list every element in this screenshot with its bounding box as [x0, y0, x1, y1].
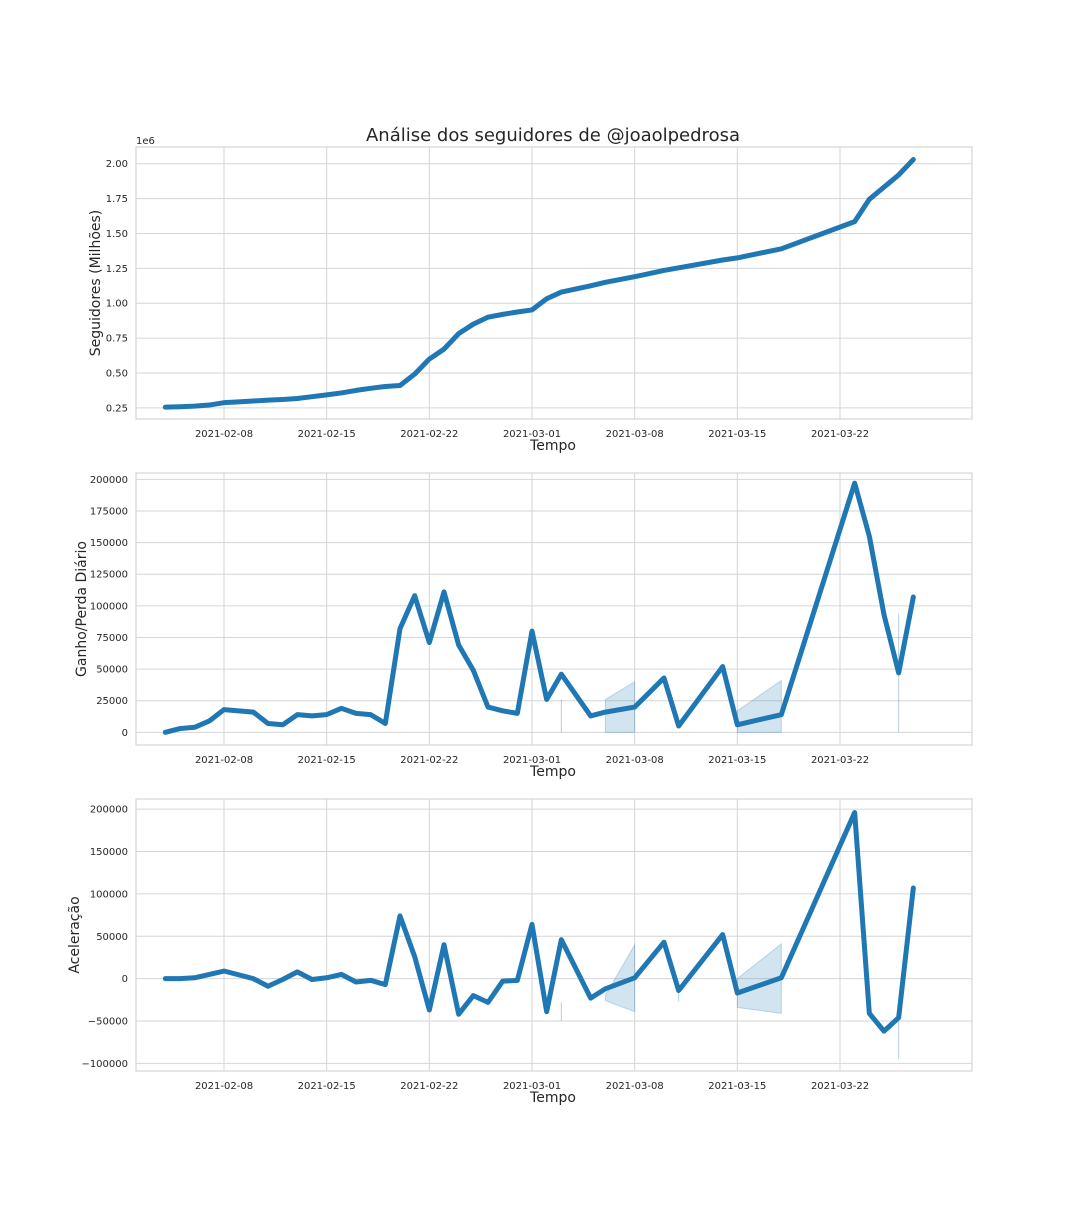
y-axis-label: Ganho/Perda Diário [74, 541, 90, 677]
series-line [162, 810, 916, 1034]
y-tick-label: 1.25 [106, 264, 128, 275]
y-tick-label: −50000 [88, 1017, 128, 1028]
y-tick-label: 0 [122, 728, 128, 739]
x-tick-label: 2021-02-15 [298, 1081, 356, 1092]
x-tick-label: 2021-02-08 [195, 755, 253, 766]
x-tick-label: 2021-03-01 [503, 755, 561, 766]
x-tick-label: 2021-03-01 [503, 429, 561, 440]
tick-labels: 2021-02-08 2021-02-15 2021-02-22 2021-03-01… [106, 159, 869, 440]
plot-frame [135, 472, 973, 746]
x-axis-label: Tempo [529, 438, 576, 454]
x-tick-label: 2021-03-01 [503, 1081, 561, 1092]
x-tick-label: 2021-02-15 [298, 755, 356, 766]
y-tick-label: 0.75 [106, 334, 128, 345]
y-tick-label: 1.00 [106, 299, 128, 310]
y-tick-label: 100000 [90, 601, 128, 612]
y-tick-label: 25000 [96, 696, 128, 707]
x-tick-label: 2021-02-15 [298, 429, 356, 440]
y-tick-label: 50000 [96, 665, 128, 676]
gridlines [136, 147, 972, 419]
y-tick-label: 0.25 [106, 403, 128, 414]
daily-gain-panel: 2021-02-08 2021-02-15 2021-02-22 2021-03-01… [74, 472, 973, 780]
y-tick-label: 150000 [90, 847, 128, 858]
y-tick-label: 100000 [90, 889, 128, 900]
x-tick-label: 2021-03-22 [811, 429, 869, 440]
tick-labels: 2021-02-08 2021-02-15 2021-02-22 2021-03-01… [90, 475, 869, 766]
x-tick-label: 2021-03-22 [811, 1081, 869, 1092]
y-tick-label: 200000 [90, 805, 128, 816]
plot-frame [135, 146, 973, 420]
y-tick-label: 150000 [90, 538, 128, 549]
y-tick-label: 200000 [90, 475, 128, 486]
acceleration-panel: 2021-02-08 2021-02-15 2021-02-22 2021-03-01… [67, 798, 973, 1106]
y-tick-label: 0 [122, 974, 128, 985]
x-tick-label: 2021-03-08 [606, 429, 664, 440]
y-tick-label: 1.50 [106, 229, 128, 240]
y-axis-label: Aceleração [67, 896, 83, 973]
y-tick-label: 175000 [90, 506, 128, 517]
x-tick-label: 2021-03-08 [606, 1081, 664, 1092]
y-tick-label: 0.50 [106, 368, 128, 379]
x-tick-label: 2021-03-08 [606, 755, 664, 766]
gridlines [136, 473, 972, 745]
y-offset-label: 1e6 [136, 136, 155, 147]
y-tick-label: 2.00 [106, 159, 128, 170]
x-tick-label: 2021-03-22 [811, 755, 869, 766]
x-tick-label: 2021-02-22 [400, 755, 458, 766]
x-tick-label: 2021-02-22 [400, 429, 458, 440]
confidence-band [736, 942, 782, 1014]
x-tick-label: 2021-02-22 [400, 1081, 458, 1092]
y-tick-label: 1.75 [106, 194, 128, 205]
series-lines [162, 157, 916, 410]
x-tick-label: 2021-02-08 [195, 429, 253, 440]
followers-panel: Análise dos seguidores de @joaolpedrosa … [88, 125, 973, 454]
x-axis-label: Tempo [529, 1090, 576, 1106]
y-tick-label: 125000 [90, 570, 128, 581]
x-tick-label: 2021-03-15 [708, 429, 766, 440]
series-lines [162, 810, 916, 1034]
y-tick-label: 50000 [96, 932, 128, 943]
x-tick-label: 2021-02-08 [195, 1081, 253, 1092]
tick-labels: 2021-02-08 2021-02-15 2021-02-22 2021-03-01… [81, 805, 869, 1092]
y-axis-label: Seguidores (Milhões) [88, 210, 104, 357]
plot-frame [135, 798, 973, 1072]
x-axis-label: Tempo [529, 764, 576, 780]
y-tick-label: −100000 [81, 1059, 128, 1070]
series-line [162, 480, 916, 735]
x-tick-label: 2021-03-15 [708, 755, 766, 766]
y-tick-label: 75000 [96, 633, 128, 644]
x-tick-label: 2021-03-15 [708, 1081, 766, 1092]
confidence-band [604, 942, 636, 1013]
series-line [162, 157, 916, 410]
series-lines [162, 480, 916, 735]
chart-title: Análise dos seguidores de @joaolpedrosa [366, 125, 740, 146]
